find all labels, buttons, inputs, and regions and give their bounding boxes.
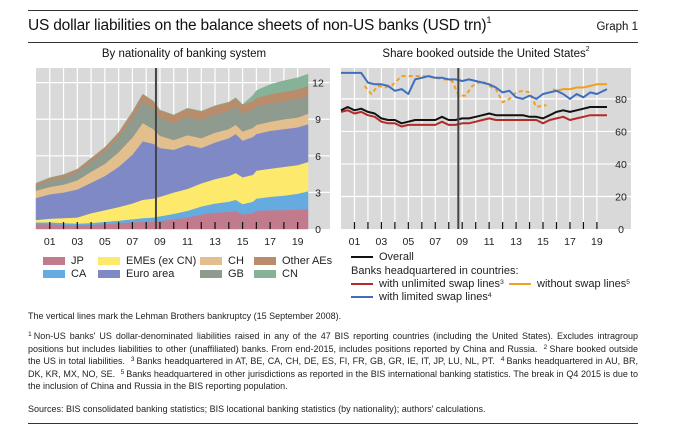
legend-swatch bbox=[98, 270, 120, 278]
left-x-tick-label: 13 bbox=[209, 236, 221, 248]
legend-item-overall: Overall bbox=[351, 251, 414, 263]
legend-line bbox=[351, 256, 373, 258]
legend-swatch bbox=[200, 270, 222, 278]
right-y-tick-label: 20 bbox=[615, 191, 627, 203]
left-y-tick-label: 3 bbox=[315, 187, 321, 199]
legend-item-other-aes: Other AEs bbox=[254, 255, 332, 267]
footnote-1: Non-US banks' US dollar-denominated liab… bbox=[28, 331, 638, 354]
legend-line bbox=[351, 283, 373, 285]
right-x-tick-label: 11 bbox=[484, 236, 495, 248]
title-rule bbox=[28, 42, 638, 43]
right-x-tick-label: 13 bbox=[510, 236, 522, 248]
legend-item-gb: GB bbox=[200, 268, 244, 280]
right-x-tick-label: 05 bbox=[402, 236, 414, 248]
footnote-3: Banks headquartered in AT, BE, CA, CH, D… bbox=[136, 356, 495, 366]
vline-note: The vertical lines mark the Lehman Broth… bbox=[28, 311, 342, 321]
left-x-tick-label: 11 bbox=[182, 236, 193, 248]
left-x-tick-label: 19 bbox=[292, 236, 304, 248]
legend-swatch bbox=[43, 257, 65, 265]
right-x-tick-label: 01 bbox=[349, 236, 361, 248]
legend-item-ca: CA bbox=[43, 268, 86, 280]
line-with-limited-swap-lines bbox=[341, 71, 608, 100]
legend-line bbox=[509, 283, 531, 285]
legend-item-jp: JP bbox=[43, 255, 84, 267]
legend-item-cn: CN bbox=[254, 268, 298, 280]
top-rule bbox=[28, 10, 638, 11]
left-x-tick-label: 09 bbox=[154, 236, 166, 248]
right-y-tick-label: 60 bbox=[615, 126, 627, 138]
right-x-tick-label: 15 bbox=[537, 236, 549, 248]
left-x-tick-label: 05 bbox=[99, 236, 111, 248]
right-y-tick-label: 40 bbox=[615, 159, 627, 171]
left-x-tick-label: 15 bbox=[237, 236, 249, 248]
left-x-tick-label: 01 bbox=[44, 236, 56, 248]
line-overall bbox=[340, 106, 607, 125]
legend-item-limited-swap: with limited swap lines 4 bbox=[351, 291, 492, 303]
legend-item-ch: CH bbox=[200, 255, 244, 267]
left-y-tick-label: 6 bbox=[315, 151, 321, 163]
right-y-tick-label: 80 bbox=[615, 94, 627, 106]
figure-title: US dollar liabilities on the balance she… bbox=[28, 15, 492, 34]
right-axes: 01 03 05 07 09 11 13 15 17 19 0 20 40 60 80 bbox=[349, 94, 627, 248]
right-x-tick-label: 07 bbox=[429, 236, 441, 248]
legend-item-emes: EMEs (ex CN) bbox=[98, 255, 196, 267]
footnotes: 1 Non-US banks' US dollar-denominated lia… bbox=[28, 331, 638, 392]
left-x-tick-label: 17 bbox=[264, 236, 276, 248]
area-cn bbox=[35, 73, 309, 184]
footnote-5: Banks headquartered in other jurisdictio… bbox=[28, 368, 638, 392]
left-x-tick-label: 07 bbox=[127, 236, 139, 248]
line-without-swap-lines-post-break- bbox=[552, 83, 607, 92]
bottom-rule bbox=[28, 423, 638, 424]
left-panel-title: By nationality of banking system bbox=[101, 48, 267, 60]
line-with-unlimited-swap-lines bbox=[340, 109, 607, 128]
left-y-tick-label: 12 bbox=[312, 78, 324, 90]
legend-swatch bbox=[254, 257, 276, 265]
legend-swatch bbox=[98, 257, 120, 265]
legend-swatch bbox=[254, 270, 276, 278]
right-x-tick-label: 19 bbox=[591, 236, 603, 248]
left-y-tick-label: 0 bbox=[315, 224, 321, 236]
sources: Sources: BIS consolidated banking statis… bbox=[28, 404, 486, 414]
legend-item-euro-area: Euro area bbox=[98, 268, 174, 280]
legend-swatch bbox=[43, 270, 65, 278]
legend-item-unlimited-swap: with unlimited swap lines 3 bbox=[351, 278, 504, 290]
right-y-tick-label: 0 bbox=[618, 224, 624, 236]
legend-swatch bbox=[200, 257, 222, 265]
left-y-tick-label: 9 bbox=[315, 114, 321, 126]
right-x-tick-label: 17 bbox=[564, 236, 576, 248]
left-x-tick-label: 03 bbox=[71, 236, 83, 248]
legend-item-without-swap: without swap lines 5 bbox=[509, 278, 630, 290]
footnote-2: Share booked outside the US in total lia… bbox=[28, 343, 638, 367]
right-x-tick-label: 03 bbox=[376, 236, 388, 248]
right-panel-title: Share booked outside the United States2 bbox=[382, 46, 590, 60]
footnote-4: Banks headquartered in AU, BR, DK, KR, M… bbox=[28, 356, 638, 379]
right-x-tick-label: 09 bbox=[456, 236, 468, 248]
legend-line bbox=[351, 296, 373, 298]
line-without-swap-lines bbox=[363, 75, 547, 108]
legend-group-heading: Banks headquartered in countries: bbox=[351, 265, 519, 277]
graph-number: Graph 1 bbox=[596, 21, 638, 33]
right-plot-background bbox=[341, 68, 631, 229]
